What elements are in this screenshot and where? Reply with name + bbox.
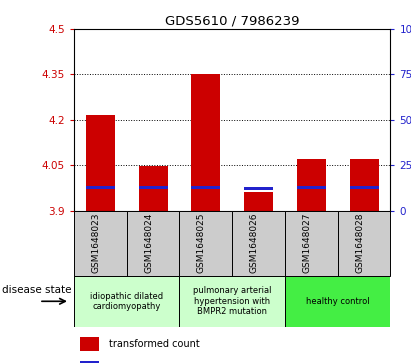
Bar bbox=[350, 186, 379, 189]
Bar bbox=[80, 338, 99, 351]
Text: transformed count: transformed count bbox=[109, 339, 200, 350]
Text: GSM1648024: GSM1648024 bbox=[144, 213, 153, 273]
Text: GSM1648027: GSM1648027 bbox=[302, 213, 312, 273]
Text: pulmonary arterial
hypertension with
BMPR2 mutation: pulmonary arterial hypertension with BMP… bbox=[193, 286, 271, 316]
Bar bbox=[244, 187, 273, 190]
Text: healthy control: healthy control bbox=[306, 297, 369, 306]
Bar bbox=[232, 211, 285, 276]
Bar bbox=[285, 276, 390, 327]
Bar bbox=[192, 74, 220, 211]
Bar bbox=[297, 159, 326, 211]
Bar bbox=[244, 192, 273, 211]
Text: idiopathic dilated
cardiomyopathy: idiopathic dilated cardiomyopathy bbox=[90, 291, 163, 311]
Text: disease state: disease state bbox=[2, 285, 72, 295]
Text: GSM1648028: GSM1648028 bbox=[355, 213, 364, 273]
Text: GSM1648025: GSM1648025 bbox=[197, 213, 206, 273]
Bar bbox=[180, 211, 232, 276]
Bar bbox=[80, 362, 99, 363]
Bar bbox=[86, 186, 115, 189]
Bar bbox=[350, 159, 379, 211]
Text: GSM1648026: GSM1648026 bbox=[249, 213, 259, 273]
Bar bbox=[139, 166, 168, 211]
Bar bbox=[297, 186, 326, 189]
Bar bbox=[127, 211, 180, 276]
Text: GSM1648023: GSM1648023 bbox=[91, 213, 100, 273]
Bar bbox=[338, 211, 390, 276]
Bar bbox=[180, 276, 285, 327]
Bar bbox=[86, 115, 115, 211]
Bar bbox=[192, 186, 220, 189]
Bar bbox=[285, 211, 338, 276]
Bar bbox=[74, 276, 180, 327]
Bar bbox=[74, 211, 127, 276]
Title: GDS5610 / 7986239: GDS5610 / 7986239 bbox=[165, 15, 300, 28]
Bar bbox=[139, 186, 168, 189]
